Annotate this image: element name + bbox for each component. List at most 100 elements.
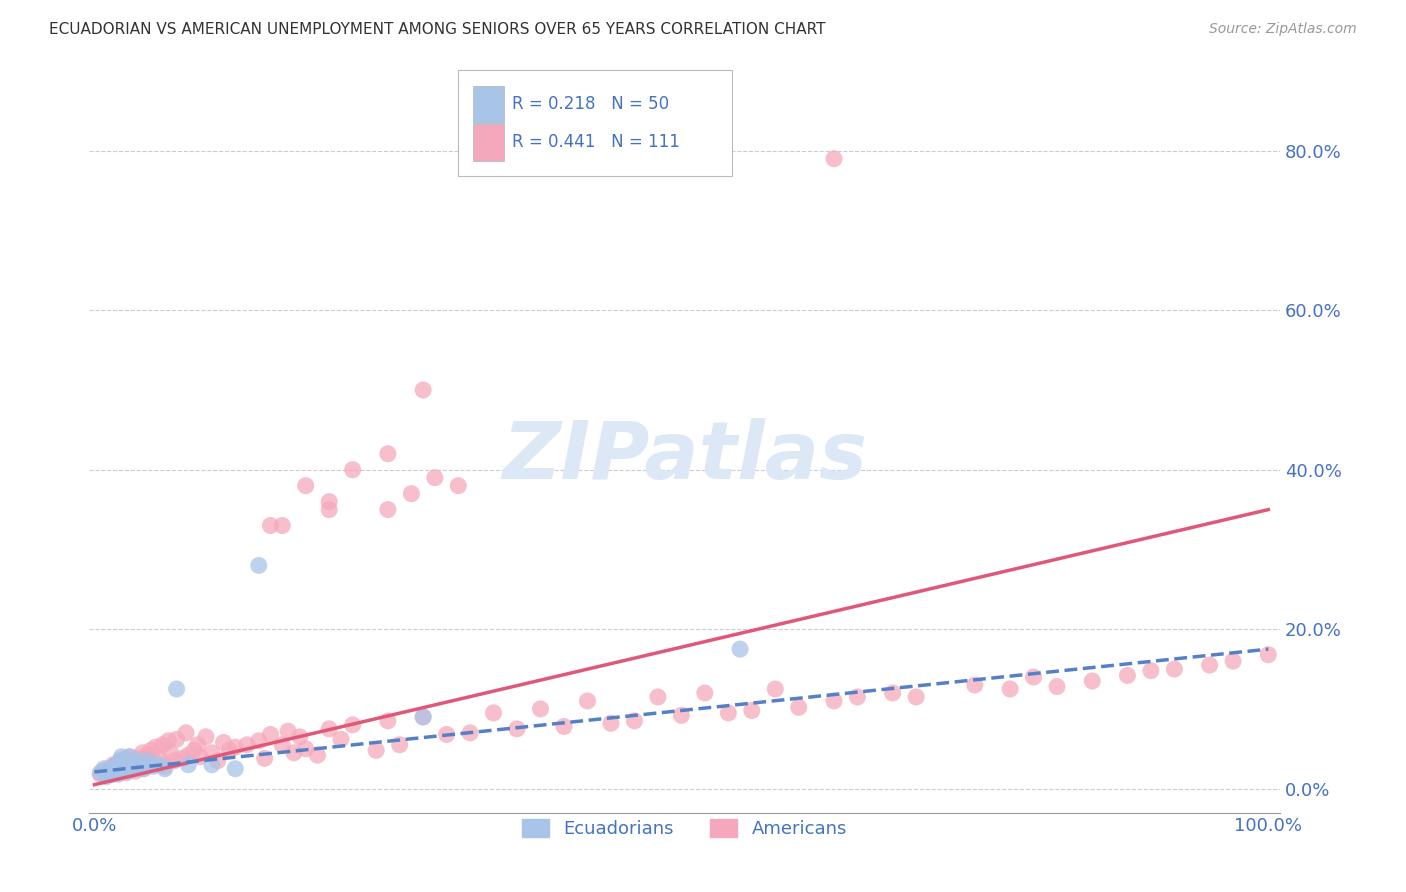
Point [247, 734, 270, 748]
Point [212, 735, 235, 749]
Point [1140, 664, 1163, 678]
Point [342, 463, 364, 477]
Point [121, 762, 143, 776]
Point [259, 727, 281, 741]
Point [110, 764, 132, 778]
Point [118, 749, 141, 764]
Point [97, 762, 120, 776]
Point [103, 762, 125, 776]
Point [111, 759, 134, 773]
Point [277, 724, 299, 739]
Point [118, 749, 141, 764]
Point [377, 447, 399, 461]
Point [115, 757, 138, 772]
Point [218, 743, 240, 757]
Point [506, 722, 529, 736]
Point [145, 740, 167, 755]
Point [104, 759, 127, 773]
Point [823, 694, 845, 708]
Point [529, 702, 551, 716]
Point [247, 558, 270, 573]
Point [388, 738, 411, 752]
Point [110, 749, 132, 764]
Point [412, 383, 434, 397]
Point [377, 714, 399, 728]
Point [139, 743, 162, 757]
Point [153, 762, 176, 776]
Point [110, 762, 132, 776]
Point [728, 642, 751, 657]
Point [93, 764, 115, 778]
Point [271, 738, 294, 752]
Text: R = 0.218   N = 50: R = 0.218 N = 50 [512, 95, 669, 113]
Point [153, 759, 176, 773]
Point [111, 762, 134, 776]
Point [118, 762, 141, 776]
Point [132, 762, 155, 776]
Point [201, 757, 224, 772]
Point [224, 740, 246, 755]
Point [188, 749, 211, 764]
Point [600, 716, 623, 731]
Point [136, 748, 159, 763]
Point [101, 764, 124, 778]
Point [107, 762, 129, 776]
Point [177, 748, 200, 763]
Point [107, 757, 129, 772]
Point [114, 764, 136, 778]
Point [110, 759, 132, 773]
Point [318, 722, 340, 736]
Point [447, 478, 470, 492]
Point [104, 765, 127, 780]
FancyBboxPatch shape [458, 70, 733, 177]
Point [412, 710, 434, 724]
Text: ECUADORIAN VS AMERICAN UNEMPLOYMENT AMONG SENIORS OVER 65 YEARS CORRELATION CHAR: ECUADORIAN VS AMERICAN UNEMPLOYMENT AMON… [49, 22, 825, 37]
Point [148, 749, 170, 764]
Point [172, 751, 194, 765]
Point [157, 734, 180, 748]
Point [576, 694, 599, 708]
Point [103, 764, 125, 778]
Point [104, 764, 127, 778]
Point [183, 743, 205, 757]
Point [107, 767, 129, 781]
Point [1222, 654, 1244, 668]
Point [142, 754, 165, 768]
Point [117, 756, 139, 771]
Point [114, 751, 136, 765]
Point [112, 762, 135, 776]
Point [135, 751, 157, 765]
Point [125, 754, 148, 768]
Point [401, 486, 423, 500]
Point [1257, 648, 1279, 662]
Point [163, 754, 186, 768]
Point [138, 757, 160, 772]
Point [271, 518, 294, 533]
Point [112, 756, 135, 771]
Point [905, 690, 928, 704]
Point [107, 757, 129, 772]
Point [717, 706, 740, 720]
Point [177, 757, 200, 772]
Point [152, 738, 174, 752]
Point [318, 494, 340, 508]
Point [259, 518, 281, 533]
Point [101, 762, 124, 776]
Point [96, 765, 118, 780]
Point [294, 741, 316, 756]
Text: R = 0.441   N = 111: R = 0.441 N = 111 [512, 133, 679, 152]
Point [110, 754, 132, 768]
Point [1022, 670, 1045, 684]
Legend: Ecuadorians, Americans: Ecuadorians, Americans [515, 812, 853, 846]
Point [128, 756, 150, 771]
Point [122, 757, 145, 772]
Point [136, 754, 159, 768]
Point [201, 746, 224, 760]
Point [763, 681, 786, 696]
Text: ZIPatlas: ZIPatlas [502, 417, 868, 496]
Point [1198, 658, 1220, 673]
Point [647, 690, 669, 704]
Point [458, 726, 481, 740]
Point [436, 727, 458, 741]
Point [112, 754, 135, 768]
